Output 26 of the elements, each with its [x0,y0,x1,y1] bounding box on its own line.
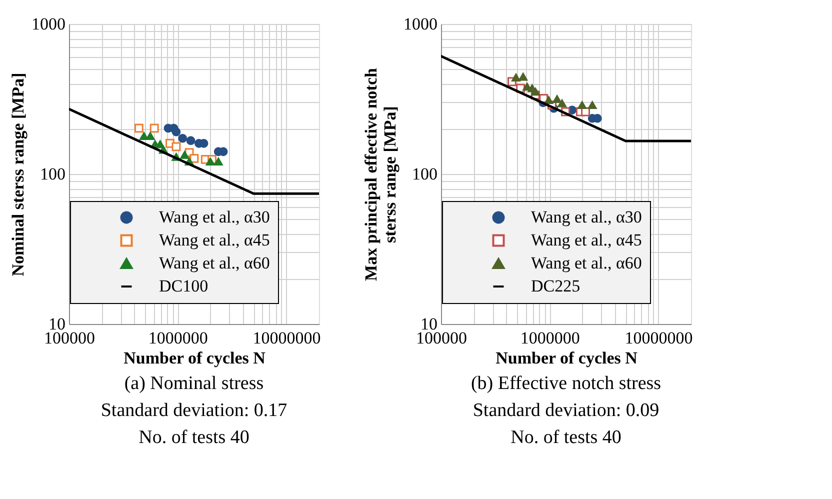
y-tick-label: 100 [40,164,66,184]
legend-label: Wang et al., α30 [531,208,642,226]
text: No. of tests 40 [510,427,622,448]
x-axis-title: Number of cycles N [496,348,638,368]
legend-label: DC100 [159,276,208,296]
y-tick-label: 1000 [32,14,66,34]
x-tick-label: 10000000 [624,328,693,348]
y-tick-label: 1000 [404,14,438,34]
legend-label: Wang et al., α45 [531,230,642,250]
text: Standard deviation: 0.17 [100,400,288,421]
text: No. of tests 40 [138,427,250,448]
legend-label: Wang et al., α60 [159,254,270,272]
x-tick-label: 1000000 [148,328,208,348]
legend-label: Wang et al., α45 [159,230,270,250]
text: Standard deviation: 0.09 [472,400,660,421]
legend-label: Wang et al., α30 [159,208,270,226]
text: (a) Nominal stress [124,373,264,394]
text: (b) Effective notch stress [470,373,662,394]
legend-label: DC225 [531,276,580,296]
y-tick-label: 100 [412,164,438,184]
legend-label: Wang et al., α60 [531,254,642,272]
y-axis-title: Max principal effective notch sterss range [MPa] [362,68,400,281]
x-tick-label: 1000000 [520,328,580,348]
x-tick-label: 10000000 [252,328,321,348]
y-axis-title: Nominal sterss range [MPa] [8,72,28,276]
x-axis-title: Number of cycles N [124,348,266,368]
